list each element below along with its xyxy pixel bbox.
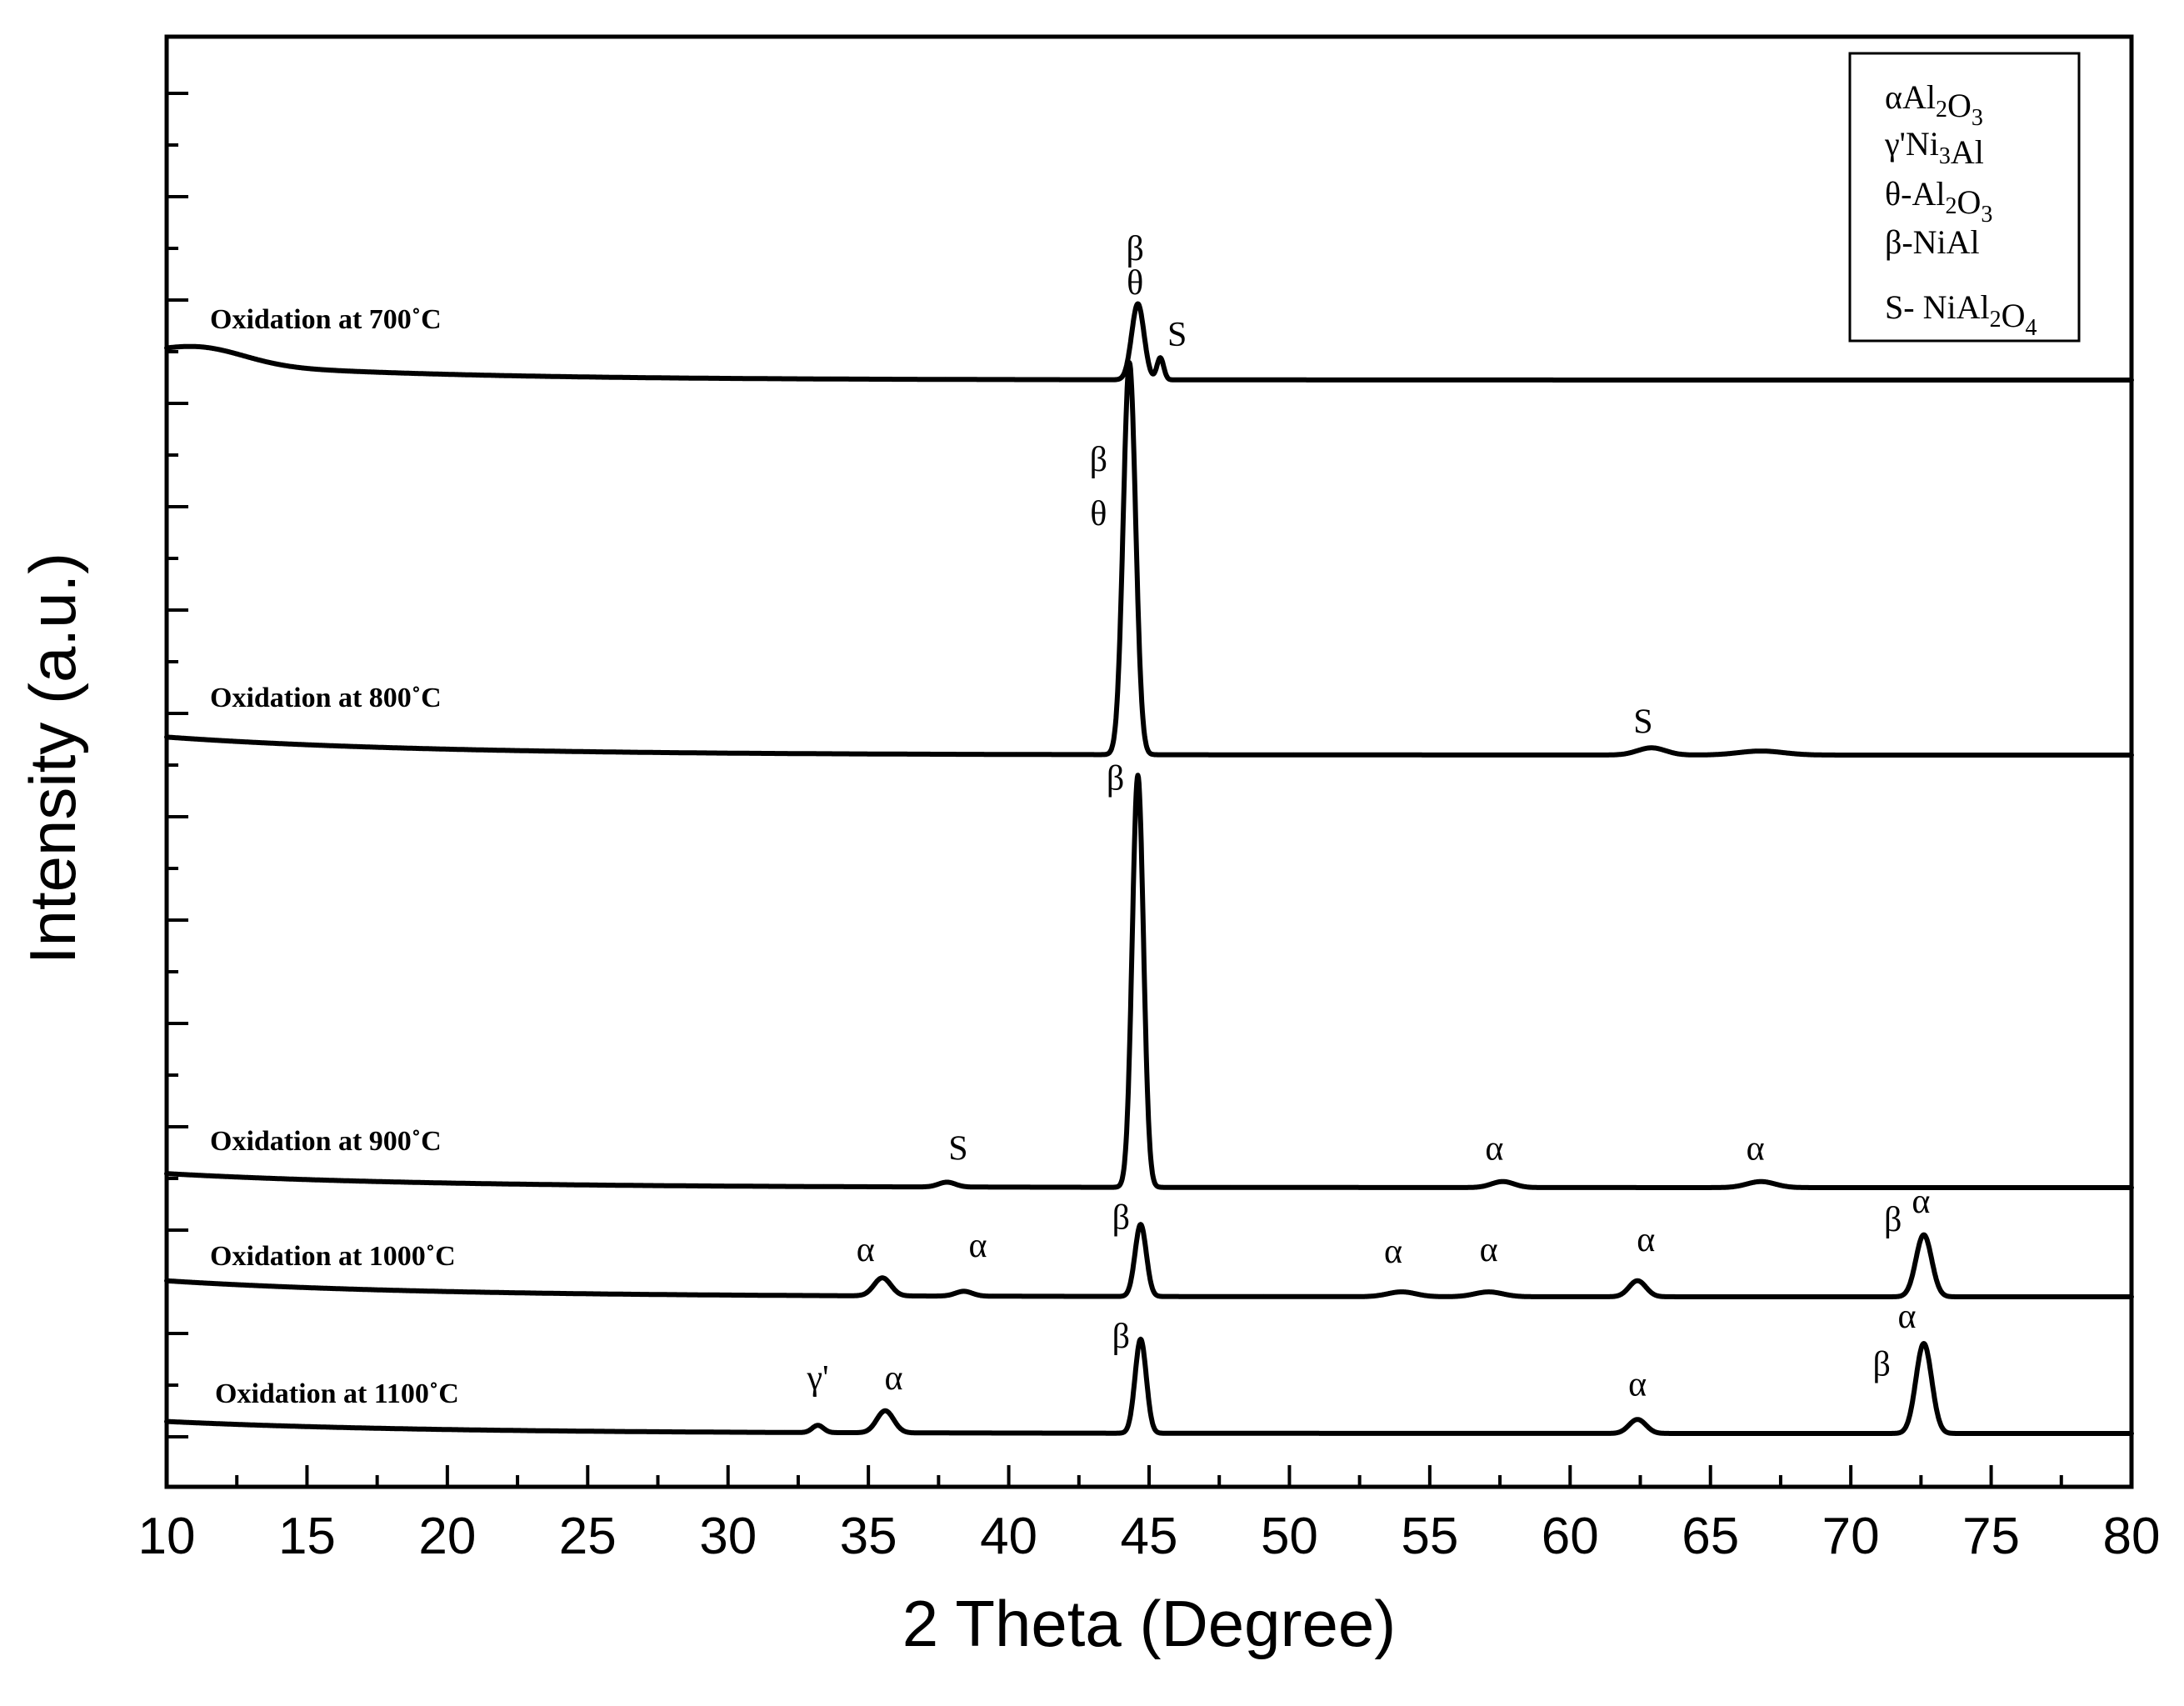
- peak-label: α: [1628, 1365, 1647, 1403]
- peak-label: θ: [1127, 264, 1143, 303]
- peak-label: α: [1747, 1129, 1765, 1168]
- series-label: Oxidation at 700˚C: [210, 304, 442, 335]
- peak-label: α: [857, 1231, 875, 1269]
- peak-label: S: [1167, 316, 1187, 354]
- peak-label: α: [1898, 1298, 1917, 1336]
- peak-label: β: [1126, 230, 1143, 268]
- x-axis-ticks: 10 15 20 25 30 35 40 45 50 55 60 65 70 75 80: [138, 1465, 2161, 1565]
- peak-label: β: [1884, 1201, 1902, 1239]
- x-tick-label: 80: [2103, 1508, 2161, 1565]
- x-tick-label: 50: [1261, 1508, 1318, 1565]
- peak-label: β: [1090, 441, 1107, 479]
- peak-label: β: [1112, 1318, 1130, 1356]
- x-tick-label: 25: [559, 1508, 617, 1565]
- x-tick-label: 10: [138, 1508, 196, 1565]
- x-tick-label: 20: [418, 1508, 476, 1565]
- peak-label: α: [884, 1359, 902, 1398]
- legend-entry: S- NiAl2O4: [1885, 288, 2037, 341]
- y-axis-ticks: [167, 92, 188, 1438]
- x-tick-label: 45: [1121, 1508, 1178, 1565]
- series-trace: [164, 1336, 2134, 1436]
- legend-box: [1848, 52, 2081, 343]
- x-tick-label: 75: [1962, 1508, 2020, 1565]
- series-layer: Oxidation at 700˚C Oxidation at 800˚C Oxid…: [164, 301, 2134, 1436]
- x-tick-label: 65: [1682, 1508, 1739, 1565]
- legend-entry: θ-Al2O3: [1885, 175, 1992, 228]
- x-tick-label: 55: [1401, 1508, 1458, 1565]
- peak-label: α: [969, 1227, 987, 1265]
- peak-label: α: [1637, 1221, 1655, 1259]
- peak-label: β: [1112, 1198, 1130, 1237]
- peak-label: θ: [1090, 495, 1107, 533]
- y-axis-title: Intensity (a.u.): [16, 553, 89, 964]
- peak-label: α: [1485, 1129, 1503, 1168]
- x-tick-label: 35: [840, 1508, 897, 1565]
- peak-label: α: [1384, 1233, 1402, 1271]
- legend-entry: αAl2O3: [1885, 78, 1983, 131]
- peak-label: α: [1912, 1183, 1930, 1221]
- peak-label: β: [1107, 759, 1124, 798]
- x-tick-label: 30: [699, 1508, 757, 1565]
- x-axis-title: 2 Theta (Degree): [902, 1587, 1397, 1660]
- peak-label: S: [948, 1129, 967, 1168]
- plot-frame: [164, 34, 2134, 1489]
- series-label: Oxidation at 1000˚C: [210, 1241, 456, 1272]
- x-tick-label: 15: [278, 1508, 336, 1565]
- peak-label: S: [1633, 703, 1652, 742]
- series-label: Oxidation at 800˚C: [210, 683, 442, 713]
- legend-entry: β-NiAl: [1885, 223, 1980, 261]
- legend-entry: γ'Ni3Al: [1884, 125, 1984, 171]
- peak-label: β: [1873, 1345, 1891, 1383]
- series-trace: [164, 360, 2134, 758]
- series-label: Oxidation at 1100˚C: [215, 1378, 459, 1409]
- x-tick-label: 60: [1542, 1508, 1599, 1565]
- x-tick-label: 40: [980, 1508, 1037, 1565]
- series-trace: [164, 301, 2134, 383]
- x-tick-label: 70: [1822, 1508, 1880, 1565]
- series-label: Oxidation at 900˚C: [210, 1126, 442, 1157]
- series-trace: [164, 1222, 2134, 1299]
- series-trace: [164, 773, 2134, 1190]
- peak-label: γ': [806, 1359, 828, 1398]
- peak-label: α: [1480, 1231, 1498, 1269]
